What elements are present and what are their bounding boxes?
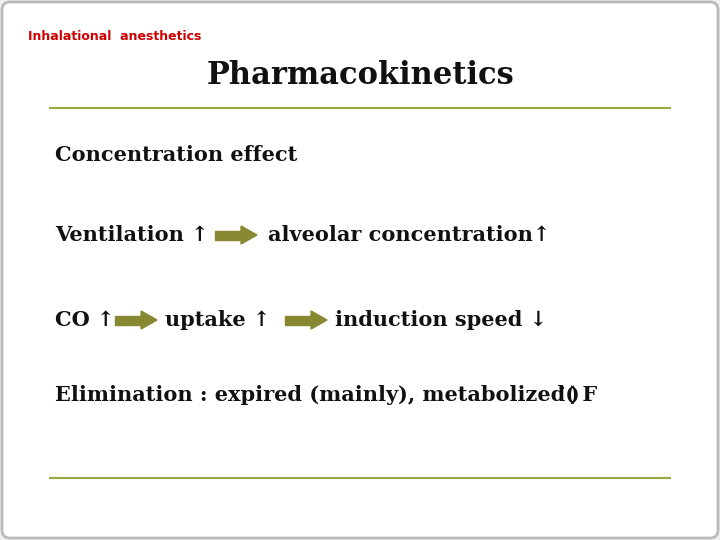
Text: Elimination : expired (mainly), metabolized( F: Elimination : expired (mainly), metaboli… xyxy=(55,385,597,405)
Text: -: - xyxy=(558,381,564,395)
Text: Pharmacokinetics: Pharmacokinetics xyxy=(206,59,514,91)
Text: induction speed ↓: induction speed ↓ xyxy=(335,310,547,330)
Bar xyxy=(215,231,241,240)
Polygon shape xyxy=(141,311,157,329)
Text: Concentration effect: Concentration effect xyxy=(55,145,297,165)
Bar xyxy=(285,315,311,325)
Polygon shape xyxy=(241,226,257,244)
Bar xyxy=(115,315,141,325)
Text: ): ) xyxy=(570,385,580,405)
Text: alveolar concentration↑: alveolar concentration↑ xyxy=(268,225,550,245)
Polygon shape xyxy=(311,311,327,329)
Text: Ventilation ↑: Ventilation ↑ xyxy=(55,225,209,245)
Text: CO ↑: CO ↑ xyxy=(55,310,114,330)
Text: uptake ↑: uptake ↑ xyxy=(165,310,271,330)
Text: Inhalational  anesthetics: Inhalational anesthetics xyxy=(28,30,202,43)
